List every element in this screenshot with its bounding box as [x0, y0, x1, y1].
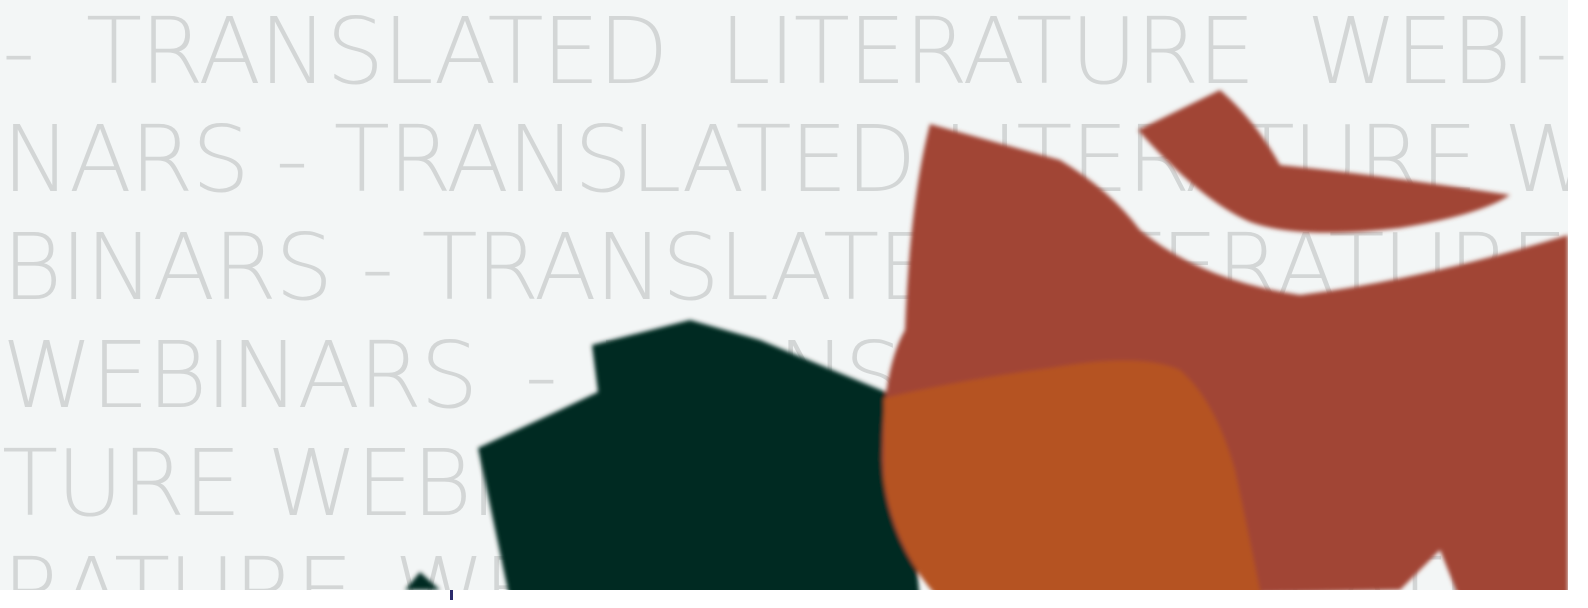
small-green-shape — [405, 572, 440, 590]
artwork — [0, 0, 1568, 590]
page: - TRANSLATED LITERATURE WEBI-NARS - TRAN… — [0, 0, 1588, 608]
green-shape — [478, 320, 920, 590]
shapes — [405, 90, 1568, 590]
hero: - TRANSLATED LITERATURE WEBI-NARS - TRAN… — [0, 0, 1568, 590]
red-ribbon — [1138, 90, 1510, 233]
cursor-mark — [450, 590, 453, 600]
